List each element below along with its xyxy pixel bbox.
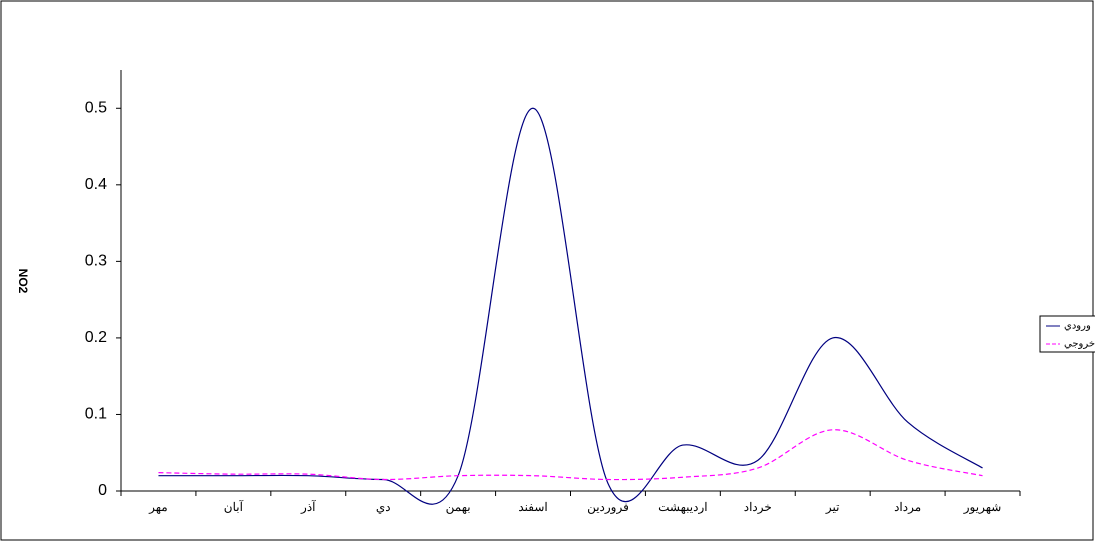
y-tick-label: 0.4	[85, 176, 107, 193]
x-tick-label: تير	[825, 500, 840, 514]
x-tick-label: مرداد	[894, 500, 921, 514]
data-line	[158, 429, 983, 481]
y-tick-label: 0	[98, 482, 107, 499]
legend-box	[1039, 315, 1095, 353]
x-tick-label: دي	[376, 500, 391, 514]
x-tick-label: آبان	[224, 499, 244, 514]
x-tick-label: خرداد	[744, 500, 772, 514]
legend-label: ورودي	[1064, 321, 1091, 332]
x-tick-label: فروردين	[587, 500, 629, 514]
y-tick-label: 0.3	[85, 253, 107, 270]
x-tick-label: ارديبهشت	[658, 500, 707, 514]
y-tick-label: 0.1	[85, 406, 107, 423]
x-tick-label: مهر	[148, 500, 168, 514]
y-tick-label: 0.2	[85, 329, 107, 346]
x-tick-label: اسفند	[518, 500, 547, 514]
x-tick-label: شهريور	[963, 500, 1002, 514]
x-tick-label: بهمن	[446, 500, 471, 514]
legend-label: خروجي	[1064, 339, 1095, 350]
data-line	[158, 107, 983, 505]
x-tick-label: آذر	[300, 499, 316, 514]
y-axis-label: NO2	[16, 269, 30, 294]
y-tick-label: 0.5	[85, 99, 107, 116]
